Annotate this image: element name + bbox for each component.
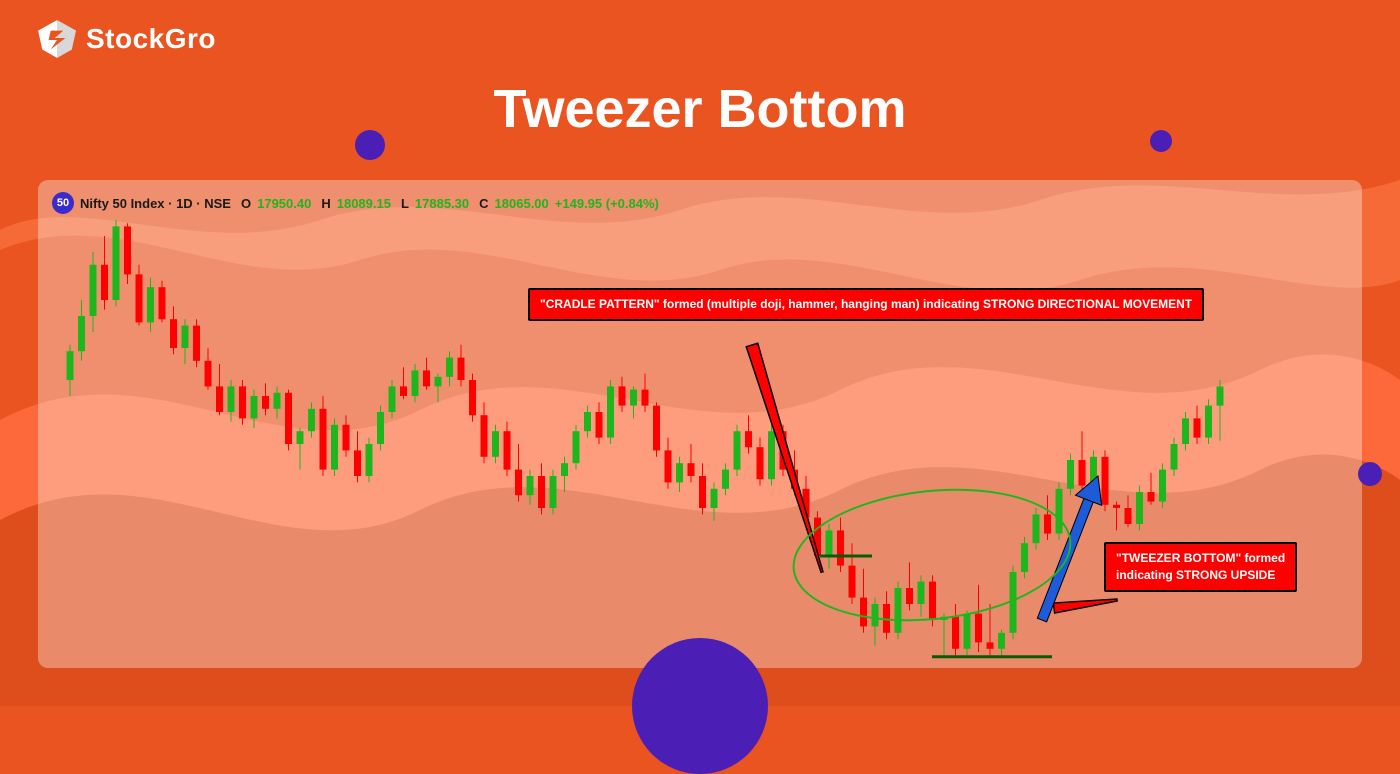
callout-cradle-pattern: "CRADLE PATTERN" formed (multiple doji, … — [528, 288, 1204, 321]
brand-name: StockGro — [86, 23, 216, 55]
callout-tweezer-bottom: "TWEEZER BOTTOM" formed indicating STRON… — [1104, 542, 1297, 592]
ohlc-o-label: O — [241, 196, 251, 211]
ohlc-o-value: 17950.40 — [257, 196, 311, 211]
symbol-name: Nifty 50 Index · 1D · NSE — [80, 196, 231, 211]
ohlc-c-label: C — [479, 196, 488, 211]
ohlc-l-label: L — [401, 196, 409, 211]
brand-logo: StockGro — [36, 18, 216, 60]
symbol-badge: 50 — [52, 192, 74, 214]
chart-panel: 50 Nifty 50 Index · 1D · NSE O 17950.40 H… — [38, 180, 1362, 668]
accent-dot — [1358, 462, 1382, 486]
chart-info-line: 50 Nifty 50 Index · 1D · NSE O 17950.40 H… — [52, 192, 1348, 214]
ohlc-h-label: H — [321, 196, 330, 211]
page-title: Tweezer Bottom — [0, 78, 1400, 140]
accent-halfcircle — [632, 638, 768, 774]
callout-line: "TWEEZER BOTTOM" formed — [1116, 550, 1285, 567]
ohlc-c-value: 18065.00 — [495, 196, 549, 211]
callout-line: indicating STRONG UPSIDE — [1116, 567, 1285, 584]
ohlc-h-value: 18089.15 — [337, 196, 391, 211]
ohlc-l-value: 17885.30 — [415, 196, 469, 211]
logo-icon — [36, 18, 78, 60]
ohlc-change: +149.95 (+0.84%) — [555, 196, 659, 211]
